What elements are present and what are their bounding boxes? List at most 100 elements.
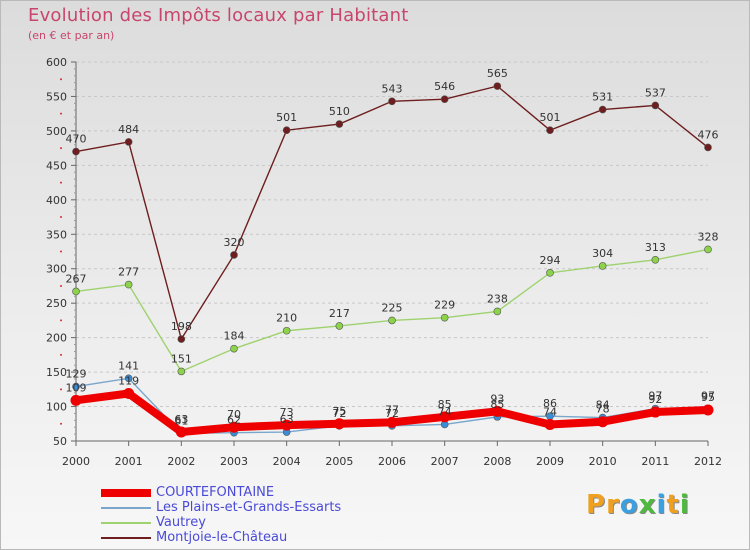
y-tick-label: 400 [46,194,67,207]
y-tick-label: 350 [46,228,67,241]
data-label: 328 [698,230,719,243]
data-label: 151 [171,352,192,365]
data-point [440,95,449,104]
y-axis-dot [60,216,62,219]
data-label: 476 [698,128,719,141]
x-axis-ticks: 2000 2001 2002 2003 2004 2005 2006 2007 2008 2009… [62,441,722,468]
data-label: 95 [701,391,715,404]
data-label: 531 [592,91,613,104]
data-label: 72 [385,407,399,420]
data-label: 470 [66,133,87,146]
y-axis-dot [60,181,62,184]
data-point [702,404,714,416]
logo-letter: r [606,490,620,520]
logo-letter: t [666,490,680,520]
y-axis-dot [60,78,62,81]
legend-swatch [101,489,151,497]
x-tick-label: 2001 [115,455,143,468]
data-point [124,374,133,383]
data-label: 97 [648,390,662,403]
logo-letter: i [656,490,667,520]
data-label: 92 [648,393,662,406]
chart-subtitle: (en € et par an) [28,29,115,42]
data-point [282,326,291,335]
data-label: 77 [385,403,399,416]
data-point [230,344,238,353]
data-label: 61 [174,414,188,427]
data-label: 119 [118,374,139,387]
data-point [440,313,449,322]
data-point [123,387,135,399]
y-tick-label: 200 [46,332,67,345]
x-tick-label: 2002 [167,455,195,468]
data-label: 501 [540,111,561,124]
y-tick-label: 300 [46,263,67,276]
data-point [546,269,554,277]
data-point [493,82,502,90]
y-axis-dot [60,250,62,253]
data-point [177,335,186,343]
data-point [597,416,609,428]
x-tick-label: 2007 [431,455,459,468]
x-tick-label: 2011 [641,455,669,468]
data-point [230,251,238,259]
chart-title: Evolution des Impôts locaux par Habitant [28,5,409,26]
x-tick-label: 2000 [62,455,90,468]
data-label: 70 [227,408,241,421]
data-label: 546 [434,80,455,93]
data-label: 510 [329,105,350,118]
data-point [651,255,660,264]
y-axis-ticks: 50 100 150 200 250 300 350 400 450 500 550 600 [46,56,76,448]
y-tick-label: 50 [53,435,67,448]
data-label: 304 [592,247,613,260]
y-tick-label: 100 [46,401,67,414]
data-point [649,406,661,418]
data-label: 501 [276,111,297,124]
data-label: 78 [596,403,610,416]
data-point [491,405,503,417]
data-point [72,287,80,296]
y-tick-label: 600 [46,56,67,69]
y-tick-label: 500 [46,125,67,138]
data-label: 484 [118,123,139,136]
legend-swatch [101,522,151,524]
data-point [72,147,80,156]
data-label: 75 [332,405,346,418]
data-point [335,322,344,330]
y-axis-dot [60,284,62,287]
data-point [335,120,344,128]
data-point [175,426,187,438]
logo-letter: o [619,490,639,520]
x-tick-label: 2003 [220,455,248,468]
y-axis-dot [60,422,62,425]
legend-label: Les Plains-et-Grands-Essarts [156,500,342,515]
data-point [282,126,291,135]
data-label: 74 [543,405,557,418]
data-point [386,416,398,428]
legend-label: Montjoie-le-Château [156,530,288,545]
y-tick-label: 150 [46,366,67,379]
data-label: 84 [596,399,610,412]
y-axis-dot [60,112,62,115]
data-label: 109 [66,381,87,394]
x-tick-label: 2004 [273,455,301,468]
data-point [598,262,607,270]
data-label: 313 [645,241,666,254]
y-axis-dot [60,353,62,356]
y-axis-dot [60,147,62,150]
legend-label: COURTEFONTAINE [156,485,275,500]
data-label: 74 [438,405,452,418]
data-label: 63 [174,413,188,426]
data-point [651,101,660,110]
x-tick-label: 2006 [378,455,406,468]
data-point [598,105,607,114]
data-label: 543 [382,82,403,95]
data-label: 73 [280,406,294,419]
data-point [546,126,554,135]
data-point [124,280,133,289]
data-label: 210 [276,312,297,325]
data-label: 217 [329,307,350,320]
x-tick-label: 2009 [536,455,564,468]
data-label: 62 [227,414,241,427]
